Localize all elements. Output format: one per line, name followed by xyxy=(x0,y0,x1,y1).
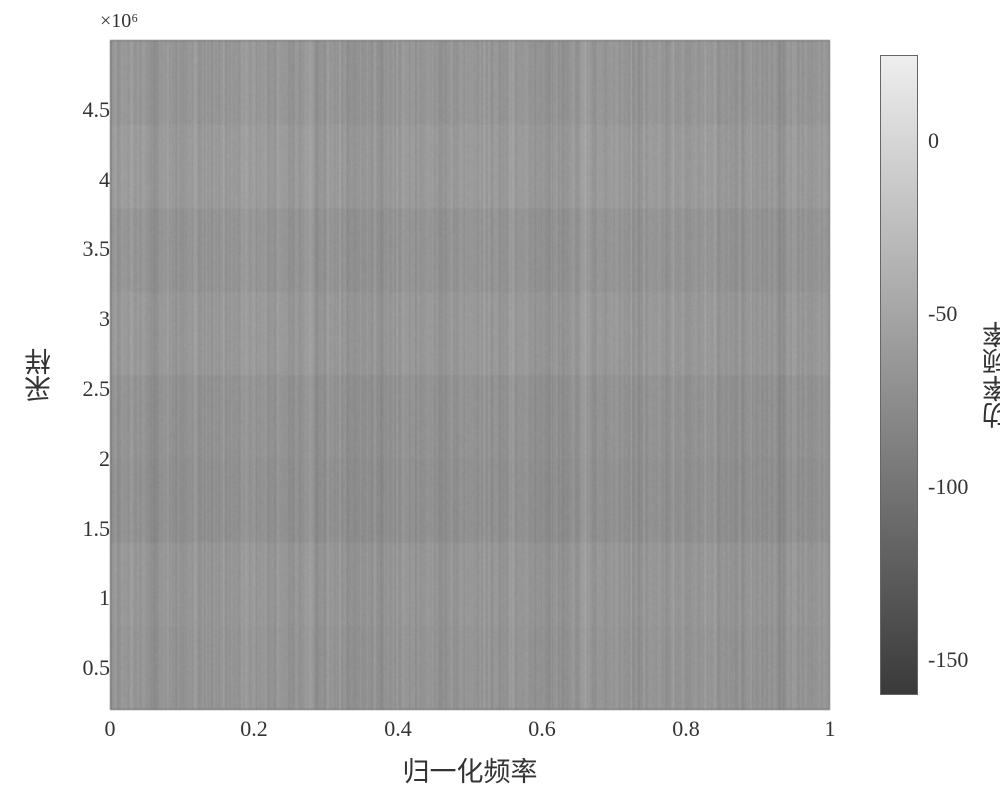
y-axis-label: 采样 xyxy=(20,348,59,402)
y-tick-label: 2.5 xyxy=(83,376,111,402)
spectrogram-heatmap xyxy=(110,40,830,710)
x-tick-label: 0.6 xyxy=(528,716,556,742)
colorbar-strip xyxy=(880,55,918,695)
plot-area: ×10⁶ xyxy=(110,40,830,710)
y-tick-label: 3.5 xyxy=(83,236,111,262)
colorbar: 功率频率 0-50-100-150 xyxy=(880,55,918,695)
y-exponent-label: ×10⁶ xyxy=(100,10,138,33)
y-tick-label: 4.5 xyxy=(83,97,111,123)
y-tick-label: 2 xyxy=(99,446,110,472)
colorbar-tick-label: -50 xyxy=(928,301,957,327)
x-tick-label: 0 xyxy=(105,716,116,742)
colorbar-tick-label: -150 xyxy=(928,647,968,673)
y-tick-label: 3 xyxy=(99,306,110,332)
x-tick-label: 0.4 xyxy=(384,716,412,742)
colorbar-tick-label: -100 xyxy=(928,474,968,500)
x-tick-label: 1 xyxy=(825,716,836,742)
colorbar-label: 功率频率 xyxy=(978,321,1000,429)
colorbar-tick-label: 0 xyxy=(928,128,939,154)
y-tick-label: 4 xyxy=(99,167,110,193)
y-tick-label: 1 xyxy=(99,585,110,611)
x-tick-label: 0.8 xyxy=(672,716,700,742)
spectrogram-figure: ×10⁶ 归一化频率 采样 功率频率 0-50-100-150 00.20.40… xyxy=(0,0,1000,796)
y-tick-label: 1.5 xyxy=(83,516,111,542)
y-tick-label: 0.5 xyxy=(83,655,111,681)
x-axis-label: 归一化频率 xyxy=(403,750,538,789)
x-tick-label: 0.2 xyxy=(240,716,268,742)
